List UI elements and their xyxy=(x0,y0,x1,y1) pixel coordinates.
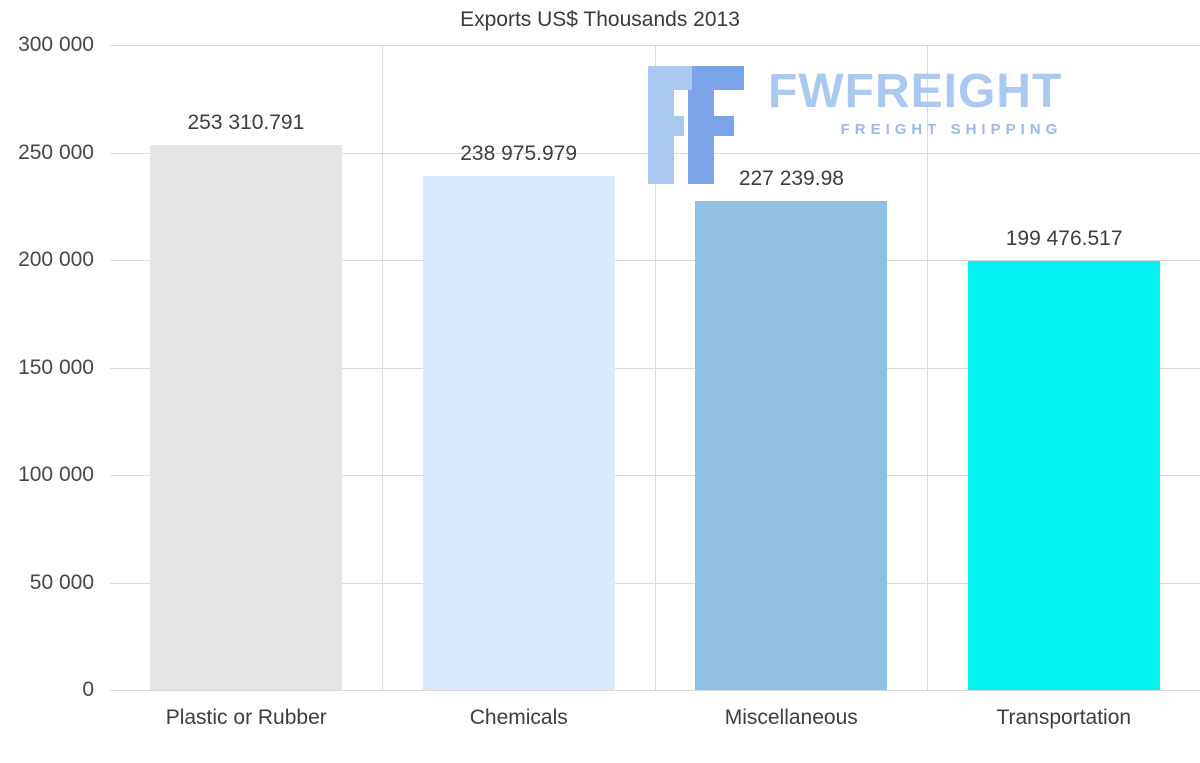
gridline xyxy=(110,690,1200,691)
y-tick-label: 250 000 xyxy=(18,140,94,164)
watermark: FWFREIGHT FREIGHT SHIPPING xyxy=(648,65,1063,189)
y-axis: 0 50 000 100 000 150 000 200 000 250 000 300 0… xyxy=(0,33,102,701)
y-tick-label: 200 000 xyxy=(18,248,94,271)
value-label-chemicals: 238 975.979 xyxy=(460,142,578,166)
bar-miscellaneous xyxy=(695,201,888,690)
x-tick-label-plastic-or-rubber: Plastic or Rubber xyxy=(165,706,327,729)
watermark-name: FWFREIGHT xyxy=(768,65,1063,118)
value-label-plastic-or-rubber: 253 310.791 xyxy=(187,111,305,135)
y-tick-label: 0 xyxy=(82,678,94,701)
x-tick-label-miscellaneous: Miscellaneous xyxy=(724,706,858,729)
bar-column-plastic-or-rubber: 253 310.791 xyxy=(110,45,382,690)
value-label-miscellaneous: 227 239.98 xyxy=(738,167,844,191)
chart-title: Exports US$ Thousands 2013 xyxy=(460,8,740,31)
bar-column-chemicals: 238 975.979 xyxy=(381,45,655,690)
bar-columns: 253 310.791 238 975.979 227 239.98 199 476.… xyxy=(110,45,1200,690)
watermark-text: FWFREIGHT FREIGHT SHIPPING xyxy=(768,65,1063,138)
x-axis: Plastic or Rubber Chemicals Miscellaneous T… xyxy=(110,706,1200,730)
y-tick-label: 50 000 xyxy=(29,570,94,594)
fwfreight-logo-icon xyxy=(648,66,744,189)
watermark-tagline: FREIGHT SHIPPING xyxy=(840,120,1063,138)
y-tick-label: 100 000 xyxy=(18,463,94,486)
y-tick-label: 300 000 xyxy=(18,33,94,56)
y-tick-label: 150 000 xyxy=(18,355,94,379)
value-label-transportation: 199 476.517 xyxy=(1005,227,1123,251)
x-tick-label-transportation: Transportation xyxy=(996,706,1132,729)
bar-column-transportation: 199 476.517 xyxy=(927,45,1200,690)
bar-column-miscellaneous: 227 239.98 xyxy=(654,45,928,690)
bar-transportation xyxy=(968,261,1161,690)
bar-plastic-or-rubber xyxy=(149,145,342,690)
x-tick-label-chemicals: Chemicals xyxy=(469,706,568,729)
bar-chemicals xyxy=(422,176,615,690)
plot-area: 253 310.791 238 975.979 227 239.98 199 476.… xyxy=(110,45,1200,691)
